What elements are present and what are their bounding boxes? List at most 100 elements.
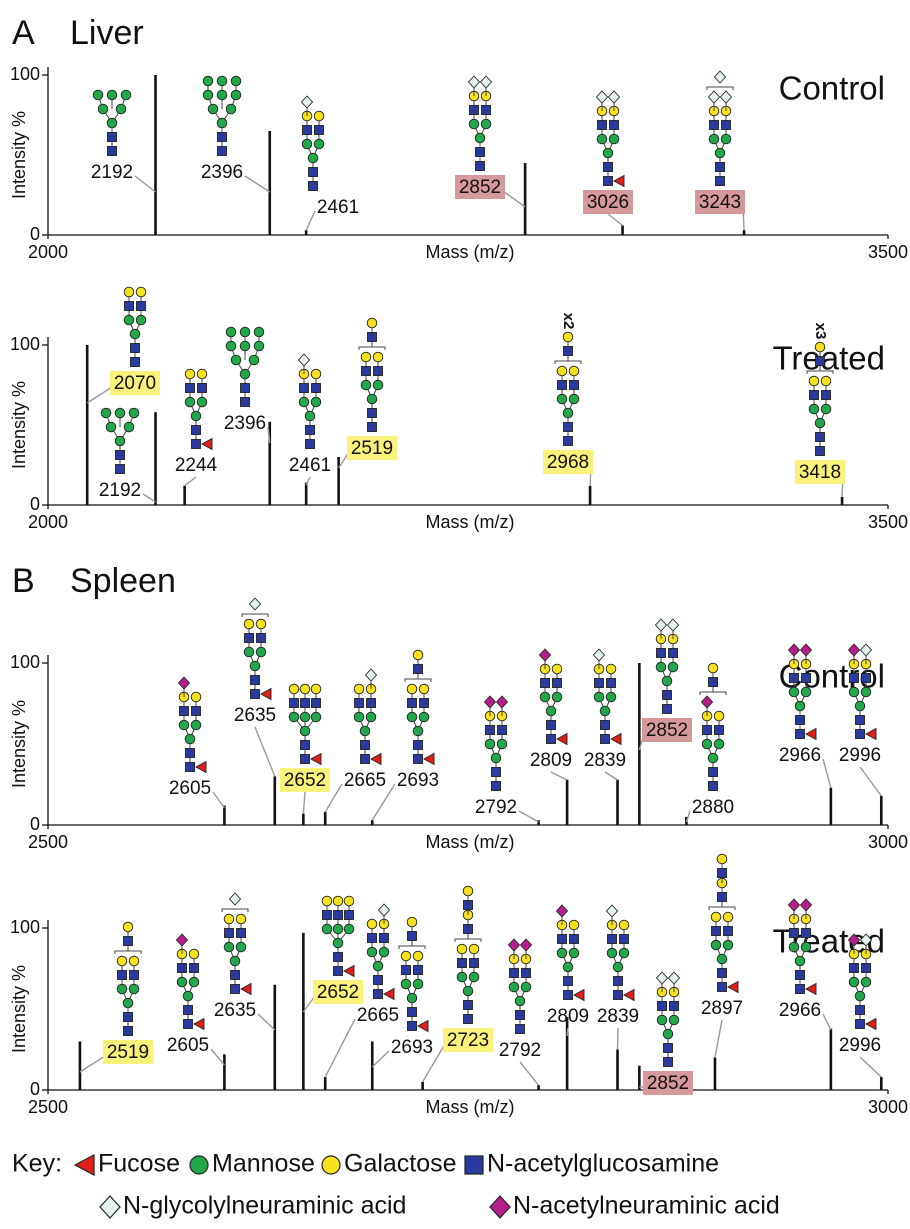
peak-label: 2461 bbox=[317, 197, 359, 218]
key-symbol bbox=[490, 1196, 510, 1218]
leader-line bbox=[213, 792, 224, 808]
glycan bbox=[709, 854, 738, 992]
sialic-symbol bbox=[849, 644, 860, 656]
glcnac-symbol bbox=[124, 1013, 133, 1022]
peak bbox=[302, 814, 305, 825]
sialic-symbol bbox=[597, 91, 608, 103]
glcnac-symbol bbox=[816, 357, 825, 366]
peak-label: 2652 bbox=[284, 770, 326, 791]
peak bbox=[305, 230, 308, 235]
sialic-symbol bbox=[789, 644, 800, 656]
glcnac-symbol bbox=[334, 911, 343, 920]
glycan bbox=[93, 90, 131, 155]
leader-line bbox=[520, 1062, 539, 1085]
mannose-symbol bbox=[226, 341, 236, 351]
mannose-symbol bbox=[815, 418, 825, 428]
mannose-symbol bbox=[600, 706, 610, 716]
glcnac-symbol bbox=[362, 367, 371, 376]
peak-label: 2792 bbox=[475, 797, 517, 818]
glcnac-symbol bbox=[470, 106, 479, 115]
sialic-symbol bbox=[230, 893, 241, 905]
fucose-symbol bbox=[866, 1019, 876, 1030]
glcnac-symbol bbox=[498, 726, 507, 735]
mannose-symbol bbox=[367, 947, 377, 957]
mannose-symbol bbox=[597, 134, 607, 144]
glcnac-symbol bbox=[306, 440, 315, 449]
glycan-bracket bbox=[222, 909, 248, 912]
mannose-symbol bbox=[302, 139, 312, 149]
leader-line bbox=[80, 1056, 105, 1072]
mannose-symbol bbox=[709, 134, 719, 144]
galactose-symbol bbox=[714, 711, 724, 721]
leader-line bbox=[686, 811, 690, 822]
glcnac-symbol bbox=[414, 755, 423, 764]
glcnac-symbol bbox=[116, 451, 125, 460]
mannose-symbol bbox=[203, 90, 213, 100]
peak bbox=[324, 812, 327, 825]
peak-label: 2792 bbox=[499, 1040, 541, 1061]
glcnac-symbol bbox=[184, 1020, 193, 1029]
peak-label: 2665 bbox=[344, 770, 386, 791]
galactose-symbol bbox=[191, 692, 201, 702]
glcnac-symbol bbox=[541, 679, 550, 688]
figure: A Liver B Spleen Key: 010020003500Intens… bbox=[0, 0, 910, 1229]
glcnac-symbol bbox=[724, 927, 733, 936]
fucose-symbol bbox=[728, 982, 738, 993]
key-symbol bbox=[100, 1196, 120, 1218]
mannose-symbol bbox=[226, 327, 236, 337]
peak-label: 2192 bbox=[91, 162, 133, 183]
peak bbox=[79, 1041, 82, 1090]
leader-line bbox=[245, 176, 270, 192]
mannose-symbol bbox=[360, 726, 370, 736]
peak-label: 2244 bbox=[175, 455, 218, 476]
mannose-symbol bbox=[224, 942, 234, 952]
peak bbox=[714, 1058, 717, 1090]
galactose-symbol bbox=[129, 956, 139, 966]
glcnac-symbol bbox=[716, 163, 725, 172]
glcnac-symbol bbox=[108, 147, 117, 156]
glcnac-symbol bbox=[476, 148, 485, 157]
peak bbox=[274, 985, 277, 1090]
glycan bbox=[242, 598, 271, 700]
galactose-symbol bbox=[244, 619, 254, 629]
fucose-symbol bbox=[806, 729, 816, 740]
mannose-symbol bbox=[861, 687, 871, 697]
x-tick-label: 3000 bbox=[868, 1097, 908, 1117]
galactose-symbol bbox=[407, 917, 417, 927]
mannose-symbol bbox=[407, 993, 417, 1003]
glcnac-symbol bbox=[131, 344, 140, 353]
y-axis-label: Intensity % bbox=[9, 965, 29, 1053]
glycan bbox=[289, 684, 321, 764]
y-tick-label: 0 bbox=[30, 494, 40, 514]
glcnac-symbol bbox=[131, 358, 140, 367]
glcnac-symbol bbox=[414, 741, 423, 750]
peak-label: 2665 bbox=[357, 1005, 399, 1026]
y-tick-label: 0 bbox=[30, 814, 40, 834]
fucose-symbol bbox=[624, 990, 634, 1001]
galactose-symbol bbox=[723, 912, 733, 922]
mannose-symbol bbox=[333, 924, 343, 934]
glycan bbox=[222, 893, 251, 995]
glcnac-symbol bbox=[402, 966, 411, 975]
glcnac-symbol bbox=[510, 969, 519, 978]
galactose-symbol bbox=[419, 684, 429, 694]
galactose-symbol bbox=[809, 376, 819, 386]
mannose-symbol bbox=[603, 148, 613, 158]
leader-line bbox=[255, 727, 275, 776]
sialic-symbol bbox=[540, 649, 551, 661]
mannose-symbol bbox=[708, 753, 718, 763]
leader-line bbox=[823, 759, 831, 788]
mannose-symbol bbox=[116, 104, 126, 114]
mannose-symbol bbox=[231, 355, 241, 365]
mannose-symbol bbox=[515, 996, 525, 1006]
mannose-symbol bbox=[177, 977, 187, 987]
y-axis-label: Intensity % bbox=[9, 381, 29, 469]
glcnac-symbol bbox=[810, 391, 819, 400]
mannose-symbol bbox=[849, 687, 859, 697]
galactose-symbol bbox=[123, 922, 133, 932]
galactose-symbol bbox=[413, 650, 423, 660]
galactose-symbol bbox=[136, 287, 146, 297]
sialic-symbol bbox=[250, 598, 261, 610]
peak bbox=[223, 1054, 226, 1090]
glcnac-symbol bbox=[355, 699, 364, 708]
